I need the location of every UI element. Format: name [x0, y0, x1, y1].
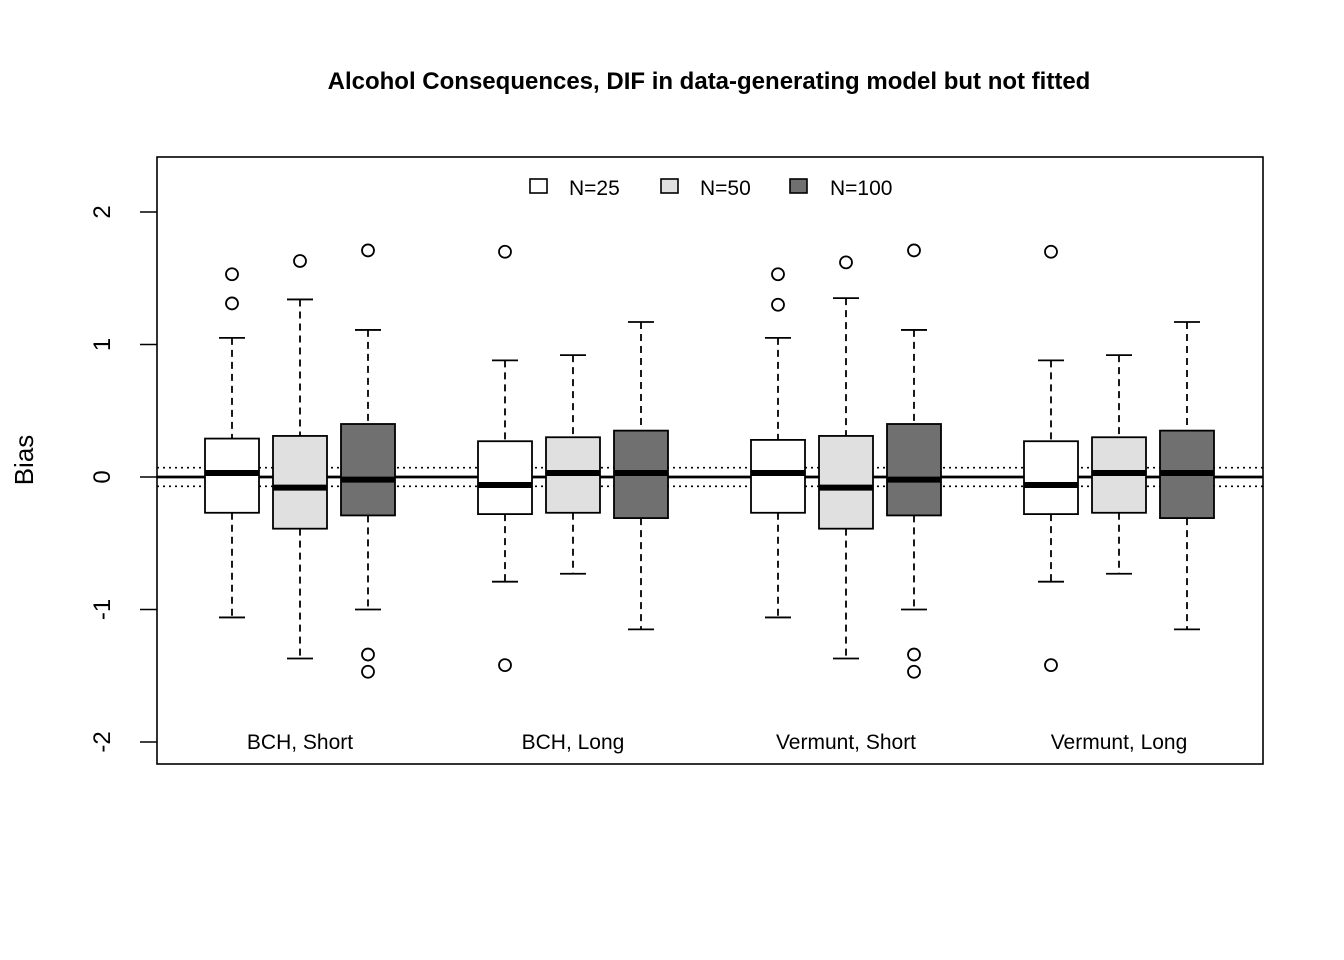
- box-group: BCH, Long: [477, 244, 669, 754]
- box-body: [886, 423, 942, 517]
- box-n50: [1091, 354, 1147, 575]
- y-axis-title: Bias: [9, 435, 39, 486]
- legend-item: N=25: [529, 177, 620, 200]
- box-group: Vermunt, Long: [1023, 244, 1215, 754]
- group-label: BCH, Short: [247, 731, 353, 754]
- outlier-point: [907, 243, 921, 258]
- y-tick-label: -2: [89, 731, 116, 752]
- legend-swatch: [529, 178, 548, 194]
- legend: N=25 N=50 N=100: [529, 177, 892, 200]
- legend-label: N=25: [569, 177, 620, 200]
- outlier-point: [1044, 244, 1058, 259]
- y-tick-label: 1: [89, 338, 116, 351]
- group-label: Vermunt, Short: [776, 731, 916, 754]
- outlier-point: [361, 647, 375, 662]
- outlier-point: [361, 243, 375, 258]
- legend-swatch: [660, 178, 679, 194]
- outlier-point: [1044, 658, 1058, 673]
- y-tick-label: -1: [89, 599, 116, 620]
- outlier-point: [771, 297, 785, 312]
- outlier-point: [498, 244, 512, 259]
- box-body: [818, 435, 874, 530]
- box-n50: [272, 254, 328, 660]
- box-n25: [204, 267, 260, 619]
- box-n100: [886, 243, 942, 679]
- box-body: [340, 423, 396, 517]
- box-body: [1023, 440, 1079, 516]
- box-body: [272, 435, 328, 530]
- outlier-point: [907, 647, 921, 662]
- legend-item: N=50: [660, 177, 751, 200]
- box-n50: [818, 255, 874, 660]
- plot-area: BCH, Short BCH, Long Vermunt, Short Vermunt…: [89, 156, 1264, 765]
- box-n100: [1159, 321, 1215, 631]
- outlier-point: [839, 255, 853, 270]
- group-label: BCH, Long: [522, 731, 625, 754]
- outlier-point: [293, 254, 307, 268]
- outlier-point: [498, 658, 512, 673]
- box-n100: [613, 321, 669, 631]
- box-body: [750, 438, 806, 514]
- group-label: Vermunt, Long: [1051, 731, 1188, 754]
- y-axis: -2 -1 0 1 2: [89, 205, 157, 753]
- box-n25: [477, 244, 533, 673]
- legend-label: N=100: [830, 177, 892, 200]
- box-n25: [1023, 244, 1079, 673]
- box-n50: [545, 354, 601, 575]
- outlier-point: [361, 664, 375, 679]
- legend-label: N=50: [700, 177, 751, 200]
- y-tick-label: 2: [89, 205, 116, 218]
- box-group: BCH, Short: [204, 243, 396, 754]
- box-n100: [340, 243, 396, 679]
- chart-title: Alcohol Consequences, DIF in data-genera…: [328, 68, 1091, 95]
- outlier-point: [225, 267, 239, 282]
- box-n25: [750, 267, 806, 619]
- box-group: Vermunt, Short: [750, 243, 942, 754]
- legend-swatch: [789, 178, 808, 194]
- y-tick-label: 0: [89, 470, 116, 483]
- legend-item: N=100: [789, 177, 892, 200]
- plot-frame: [156, 156, 1264, 765]
- box-body: [477, 440, 533, 516]
- outlier-point: [225, 296, 239, 311]
- outlier-point: [771, 267, 785, 282]
- outlier-point: [907, 664, 921, 679]
